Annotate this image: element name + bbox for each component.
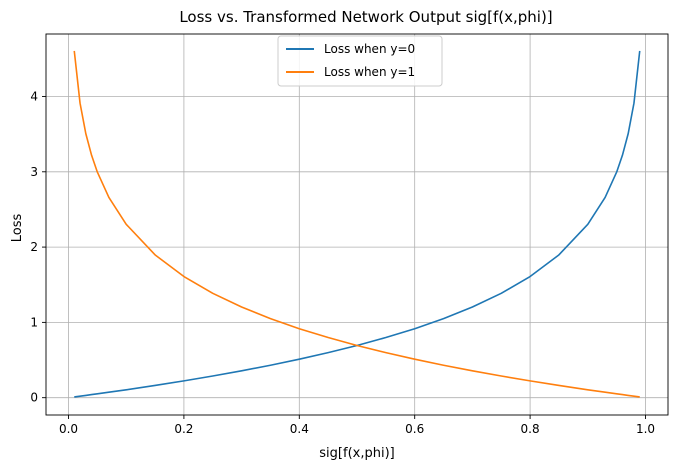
plot-frame	[45, 33, 669, 416]
x-tick-label: 0.6	[405, 422, 424, 436]
grid-layer	[46, 34, 668, 415]
legend-label-y1: Loss when y=1	[324, 65, 415, 79]
y-tick-label: 3	[30, 165, 38, 179]
y-tick-label: 4	[30, 89, 38, 103]
series-layer	[73, 50, 641, 398]
legend: Loss when y=0 Loss when y=1	[277, 35, 443, 87]
x-tick-label: 0.4	[290, 422, 309, 436]
x-tick-label: 1.0	[636, 422, 655, 436]
legend-label-y0: Loss when y=0	[324, 42, 415, 56]
y-axis-label: Loss	[10, 214, 25, 243]
x-tick-label: 0.2	[174, 422, 193, 436]
x-tick-label: 0.0	[59, 422, 78, 436]
series-line-y1	[73, 50, 640, 398]
chart-title: Loss vs. Transformed Network Output sig[…	[179, 8, 552, 26]
x-axis-label: sig[f(x,phi)]	[319, 446, 394, 461]
x-tick-label: 0.8	[521, 422, 540, 436]
legend-box	[277, 35, 443, 87]
y-tick-label: 2	[30, 240, 38, 254]
y-tick-label: 0	[30, 391, 38, 405]
tick-layer: 0.0 0.2 0.4 0.6 0.8 1.0 0 1 2 3 4	[30, 89, 655, 436]
y-tick-label: 1	[30, 315, 38, 329]
